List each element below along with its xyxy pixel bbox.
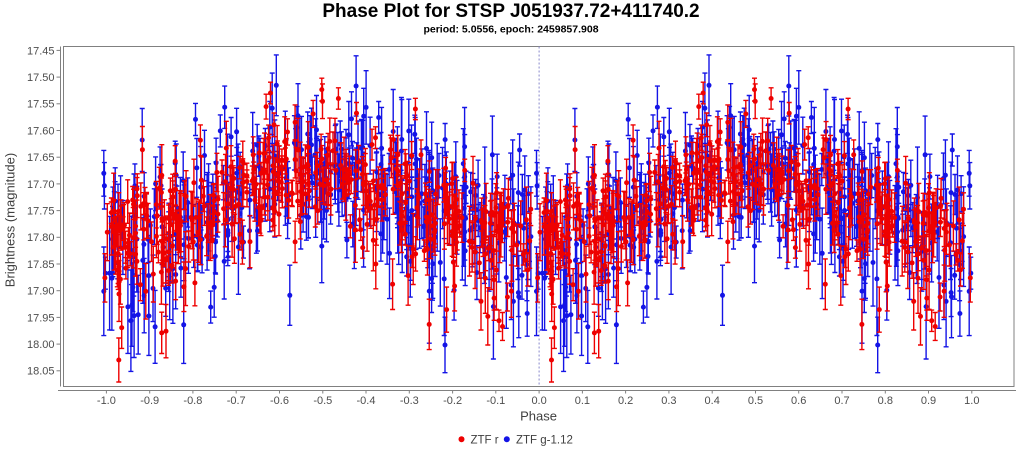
svg-text:17.65: 17.65: [27, 152, 55, 164]
svg-text:17.95: 17.95: [27, 312, 55, 324]
svg-text:-0.5: -0.5: [313, 395, 332, 407]
svg-text:17.90: 17.90: [27, 286, 55, 298]
svg-text:ZTF r: ZTF r: [471, 434, 499, 446]
svg-text:0.7: 0.7: [834, 395, 849, 407]
svg-text:0.8: 0.8: [878, 395, 893, 407]
svg-text:17.70: 17.70: [27, 179, 55, 191]
svg-text:0.2: 0.2: [618, 395, 633, 407]
svg-text:18.00: 18.00: [27, 339, 55, 351]
svg-text:Phase Plot for STSP J051937.72: Phase Plot for STSP J051937.72+411740.2: [322, 1, 699, 22]
svg-text:0.1: 0.1: [575, 395, 590, 407]
svg-text:-0.9: -0.9: [140, 395, 159, 407]
svg-text:18.05: 18.05: [27, 366, 55, 378]
svg-text:17.80: 17.80: [27, 232, 55, 244]
svg-text:17.75: 17.75: [27, 206, 55, 218]
svg-text:0.0: 0.0: [531, 395, 546, 407]
svg-text:0.5: 0.5: [748, 395, 763, 407]
svg-text:Brightness (magnitude): Brightness (magnitude): [3, 153, 18, 287]
svg-text:17.60: 17.60: [27, 125, 55, 137]
svg-text:-0.2: -0.2: [443, 395, 462, 407]
svg-text:Phase: Phase: [520, 409, 557, 424]
svg-text:-0.1: -0.1: [486, 395, 505, 407]
svg-text:0.3: 0.3: [661, 395, 676, 407]
svg-text:17.50: 17.50: [27, 72, 55, 84]
svg-text:0.9: 0.9: [921, 395, 936, 407]
svg-text:-0.7: -0.7: [227, 395, 246, 407]
svg-text:ZTF g-1.12: ZTF g-1.12: [516, 434, 573, 446]
svg-text:-1.0: -1.0: [97, 395, 116, 407]
svg-text:1.0: 1.0: [964, 395, 979, 407]
svg-text:0.6: 0.6: [791, 395, 806, 407]
svg-text:0.4: 0.4: [705, 395, 720, 407]
svg-text:-0.4: -0.4: [357, 395, 376, 407]
svg-text:-0.8: -0.8: [183, 395, 202, 407]
svg-text:-0.6: -0.6: [270, 395, 289, 407]
svg-text:-0.3: -0.3: [400, 395, 419, 407]
svg-text:17.55: 17.55: [27, 99, 55, 111]
svg-text:17.45: 17.45: [27, 45, 55, 57]
svg-text:period: 5.0556, epoch: 2459857: period: 5.0556, epoch: 2459857.908: [423, 24, 598, 36]
svg-text:17.85: 17.85: [27, 259, 55, 271]
